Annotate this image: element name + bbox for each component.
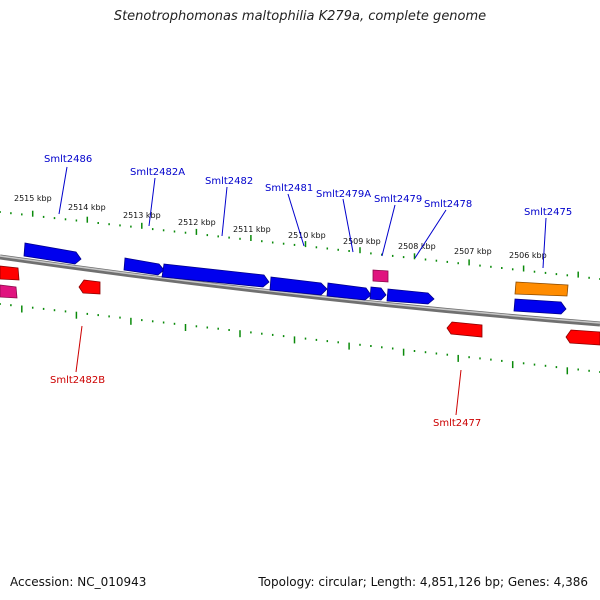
- kbp-label: 2513 kbp: [123, 211, 161, 220]
- reverse-gene-labels: Smlt2482B Smlt2477: [50, 375, 481, 429]
- gene-smlt2478: [386, 288, 435, 305]
- gene-label-smlt2486: Smlt2486: [44, 154, 92, 165]
- gene-label-smlt2482b: Smlt2482B: [50, 375, 105, 386]
- gene-right-edge-red: [565, 329, 600, 346]
- gene-label-smlt2475: Smlt2475: [524, 207, 572, 218]
- gene-smlt2482: [161, 263, 270, 288]
- genome-summary-text: Topology: circular; Length: 4,851,126 bp…: [258, 575, 588, 589]
- kbp-label: 2514 kbp: [68, 203, 106, 212]
- kbp-label: 2506 kbp: [509, 251, 547, 260]
- gene-smlt2482a: [123, 257, 165, 276]
- gene-label-smlt2479a: Smlt2479A: [316, 189, 371, 200]
- genome-backbone: [0, 254, 600, 327]
- forward-genes: [23, 242, 567, 315]
- kbp-label: 2512 kbp: [178, 218, 216, 227]
- gene-smlt2479a: [326, 282, 372, 301]
- forward-gene-labels: Smlt2486 Smlt2482A Smlt2482 Smlt2481 Sml…: [44, 154, 572, 218]
- map-title: Stenotrophomonas maltophilia K279a, comp…: [113, 9, 487, 24]
- kbp-label: 2507 kbp: [454, 247, 492, 256]
- kbp-label: 2515 kbp: [14, 194, 52, 203]
- kbp-labels: 2515 kbp 2514 kbp 2513 kbp 2512 kbp 2511…: [14, 194, 547, 260]
- rna-gene-upper: [372, 269, 389, 283]
- gene-label-smlt2482a: Smlt2482A: [130, 167, 185, 178]
- accession-text: Accession: NC_010943: [10, 575, 147, 589]
- special-gene-orange: [514, 281, 569, 297]
- gene-label-smlt2477: Smlt2477: [433, 418, 481, 429]
- reverse-label-lines: [75, 325, 462, 416]
- kbp-label: 2511 kbp: [233, 225, 271, 234]
- gene-smlt2479: [369, 286, 387, 301]
- gene-smlt2477: [446, 321, 483, 338]
- gene-left-edge-red: [0, 265, 20, 281]
- gene-label-smlt2479: Smlt2479: [374, 194, 422, 205]
- kbp-label: 2509 kbp: [343, 237, 381, 246]
- rna-gene-left: [0, 284, 18, 299]
- gene-label-smlt2481: Smlt2481: [265, 183, 313, 194]
- forward-label-lines: [58, 166, 547, 269]
- gene-smlt2482b: [78, 279, 101, 295]
- reverse-genes: [0, 265, 600, 346]
- kbp-label: 2508 kbp: [398, 242, 436, 251]
- kbp-label: 2510 kbp: [288, 231, 326, 240]
- gene-smlt2475: [513, 298, 567, 315]
- gene-label-smlt2482: Smlt2482: [205, 176, 253, 187]
- gene-smlt2481: [269, 276, 328, 296]
- gene-label-smlt2478: Smlt2478: [424, 199, 472, 210]
- gene-smlt2486: [23, 242, 82, 265]
- genome-backbone-highlight: [0, 255, 600, 324]
- tick-marks: [0, 210, 600, 375]
